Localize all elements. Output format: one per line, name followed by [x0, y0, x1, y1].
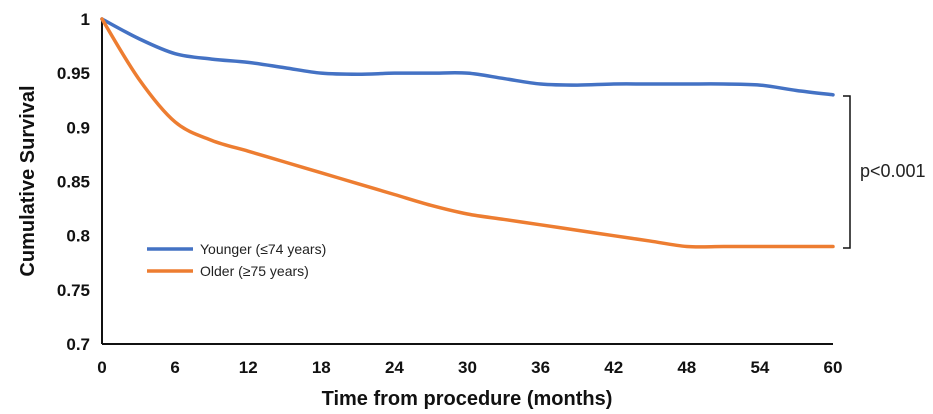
y-tick-label: 0.85 — [57, 173, 90, 192]
x-tick-label: 0 — [97, 358, 106, 377]
legend: Younger (≤74 years) Older (≥75 years) — [147, 241, 326, 279]
y-tick-label: 0.9 — [66, 118, 90, 137]
legend-label-younger: Younger (≤74 years) — [200, 241, 326, 257]
legend-label-older: Older (≥75 years) — [200, 263, 309, 279]
y-tick-label: 0.75 — [57, 281, 90, 300]
series-line-older — [100, 17, 835, 249]
x-tick-label: 60 — [824, 358, 843, 377]
y-tick-labels: 1 0.95 0.9 0.85 0.8 0.75 0.7 — [57, 10, 90, 354]
x-tick-label: 18 — [312, 358, 331, 377]
x-tick-label: 12 — [239, 358, 258, 377]
significance-bracket — [843, 95, 851, 249]
x-tick-label: 30 — [458, 358, 477, 377]
y-tick-label: 0.95 — [57, 64, 90, 83]
x-tick-label: 48 — [677, 358, 696, 377]
y-tick-label: 0.7 — [66, 335, 90, 354]
p-value-annotation: p<0.001 — [860, 161, 926, 181]
series-lines — [100, 17, 835, 249]
x-axis-title: Time from procedure (months) — [322, 388, 613, 410]
x-tick-label: 24 — [385, 358, 404, 377]
x-tick-label: 54 — [750, 358, 769, 377]
y-axis-title: Cumulative Survival — [17, 85, 39, 276]
y-tick-label: 1 — [81, 10, 90, 29]
x-tick-label: 6 — [170, 358, 179, 377]
x-tick-label: 36 — [531, 358, 550, 377]
x-tick-labels: 0 6 12 18 24 30 36 42 48 54 60 — [97, 358, 842, 377]
series-line-younger — [100, 17, 835, 97]
x-tick-label: 42 — [604, 358, 623, 377]
y-tick-label: 0.8 — [66, 227, 90, 246]
